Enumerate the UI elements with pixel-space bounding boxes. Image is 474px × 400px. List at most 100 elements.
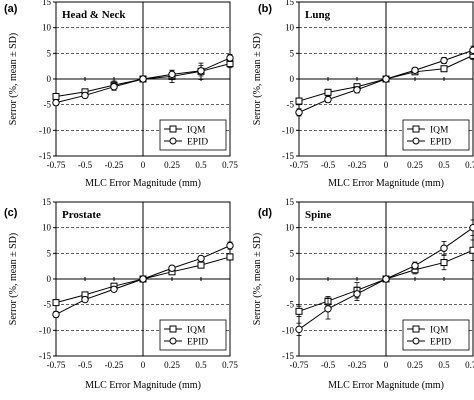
panel-title: Head & Neck bbox=[62, 9, 126, 21]
y-axis-label: Serror (%, mean ± SD) bbox=[8, 33, 19, 125]
legend-box bbox=[159, 319, 227, 351]
legend: IQM EPID bbox=[402, 119, 470, 151]
x-tick-label: 0 bbox=[141, 360, 146, 370]
y-tick-label: 15 bbox=[285, 197, 295, 207]
y-tick-label: -10 bbox=[282, 325, 294, 335]
y-tick-label: -10 bbox=[39, 325, 51, 335]
legend-label-epid: EPID bbox=[430, 338, 451, 348]
legend: IQM EPID bbox=[402, 319, 470, 351]
legend: IQM EPID bbox=[159, 119, 227, 151]
x-tick-label: 0.75 bbox=[222, 360, 238, 370]
x-tick-label: 0 bbox=[384, 160, 389, 170]
legend-label-epid: EPID bbox=[187, 138, 208, 148]
x-tick-label: -0.5 bbox=[78, 360, 93, 370]
y-tick-label: 0 bbox=[47, 74, 52, 84]
data-point-iqm bbox=[226, 253, 234, 261]
x-tick-label: 0 bbox=[384, 360, 389, 370]
x-tick-label: 0 bbox=[141, 160, 146, 170]
data-point-epid bbox=[139, 75, 147, 83]
panel-title: Prostate bbox=[62, 209, 101, 221]
data-point-epid bbox=[110, 83, 118, 91]
data-point-epid bbox=[324, 305, 332, 313]
data-point-iqm bbox=[469, 246, 474, 254]
x-tick-label: 0.75 bbox=[465, 160, 474, 170]
legend-marker-square bbox=[412, 125, 420, 133]
data-point-epid bbox=[52, 310, 60, 319]
panel-title: Spine bbox=[305, 209, 331, 221]
data-point-epid bbox=[469, 223, 474, 232]
data-point-epid bbox=[81, 295, 89, 304]
legend-box bbox=[402, 119, 470, 151]
legend-marker-circle bbox=[169, 137, 177, 145]
y-tick-label: 10 bbox=[285, 223, 295, 233]
legend-label-iqm: IQM bbox=[187, 326, 206, 336]
x-tick-label: -0.25 bbox=[348, 360, 367, 370]
chart-panel: (c) -15 -10 -5 0 5 10 15 -0.75 -0.5 -0.25 0 0.25 0.5 0… bbox=[4, 197, 238, 391]
panel-letter: (d) bbox=[258, 207, 272, 219]
x-tick-label: 0.25 bbox=[407, 360, 423, 370]
data-point-epid bbox=[81, 91, 89, 100]
y-tick-label: -10 bbox=[282, 125, 294, 135]
x-tick-label: 0.75 bbox=[465, 360, 474, 370]
y-tick-label: -15 bbox=[282, 151, 294, 161]
data-point-iqm bbox=[440, 65, 448, 73]
chart-panel: (b) -15 -10 -5 0 5 10 15 -0.75 -0.5 -0.25 0 0.25 0.5 0… bbox=[252, 0, 474, 189]
chart-panel: (a) -15 -10 -5 0 5 10 15 -0.75 -0.5 -0.25 0 0.25 0.5 0… bbox=[4, 0, 238, 189]
y-axis-label: Serror (%, mean ± SD) bbox=[252, 233, 263, 325]
data-point-epid bbox=[411, 261, 419, 270]
x-tick-label: -0.75 bbox=[47, 160, 66, 170]
x-tick-label: -0.25 bbox=[348, 160, 367, 170]
data-point-epid bbox=[469, 46, 474, 54]
y-tick-label: 0 bbox=[47, 274, 52, 284]
data-point-epid bbox=[168, 264, 176, 272]
y-tick-label: 0 bbox=[290, 274, 295, 284]
x-tick-label: 0.25 bbox=[407, 160, 423, 170]
data-point-iqm bbox=[52, 299, 60, 307]
legend-label-iqm: IQM bbox=[187, 126, 206, 136]
x-tick-label: 0.5 bbox=[438, 360, 450, 370]
data-point-epid bbox=[353, 86, 361, 94]
data-point-iqm bbox=[52, 92, 60, 100]
panel-letter: (c) bbox=[4, 207, 18, 219]
x-tick-label: -0.75 bbox=[290, 360, 309, 370]
data-point-epid bbox=[324, 95, 332, 104]
panel-letter: (a) bbox=[4, 3, 18, 15]
x-tick-label: -0.75 bbox=[47, 360, 66, 370]
panel-title: Lung bbox=[305, 9, 331, 21]
legend-marker-circle bbox=[412, 337, 420, 345]
data-point-epid bbox=[353, 290, 361, 298]
data-point-iqm bbox=[197, 261, 205, 269]
y-axis-label: Serror (%, mean ± SD) bbox=[8, 233, 19, 325]
data-point-epid bbox=[52, 98, 60, 107]
x-tick-label: 0.75 bbox=[222, 160, 238, 170]
data-point-epid bbox=[382, 75, 390, 83]
y-tick-label: 10 bbox=[285, 23, 295, 33]
y-tick-label: 0 bbox=[290, 74, 295, 84]
chart-panel: (d) -15 -10 -5 0 5 10 15 -0.75 -0.5 -0.25 0 0.25 0.5 0… bbox=[252, 197, 474, 391]
legend-label-epid: EPID bbox=[430, 138, 451, 148]
y-tick-label: -5 bbox=[287, 300, 295, 310]
data-point-epid bbox=[197, 254, 205, 263]
data-point-epid bbox=[168, 70, 176, 79]
x-tick-label: 0.5 bbox=[195, 360, 207, 370]
data-point-epid bbox=[226, 241, 234, 250]
data-point-iqm bbox=[295, 97, 303, 105]
data-point-epid bbox=[139, 275, 147, 283]
y-tick-label: 15 bbox=[42, 0, 52, 7]
x-tick-label: 0.5 bbox=[438, 160, 450, 170]
data-point-epid bbox=[226, 54, 234, 62]
legend-box bbox=[402, 319, 470, 351]
y-tick-label: -5 bbox=[287, 100, 295, 110]
data-point-epid bbox=[382, 275, 390, 283]
legend-marker-circle bbox=[412, 137, 420, 145]
legend-marker-circle bbox=[169, 337, 177, 345]
y-tick-label: -15 bbox=[39, 151, 51, 161]
x-axis-label: MLC Error Magnitude (mm) bbox=[85, 380, 201, 391]
x-axis-label: MLC Error Magnitude (mm) bbox=[328, 178, 444, 189]
data-point-epid bbox=[411, 66, 419, 74]
x-axis-label: MLC Error Magnitude (mm) bbox=[85, 178, 201, 189]
legend-label-iqm: IQM bbox=[430, 126, 449, 136]
y-tick-label: 10 bbox=[42, 23, 52, 33]
x-tick-label: -0.25 bbox=[105, 360, 124, 370]
